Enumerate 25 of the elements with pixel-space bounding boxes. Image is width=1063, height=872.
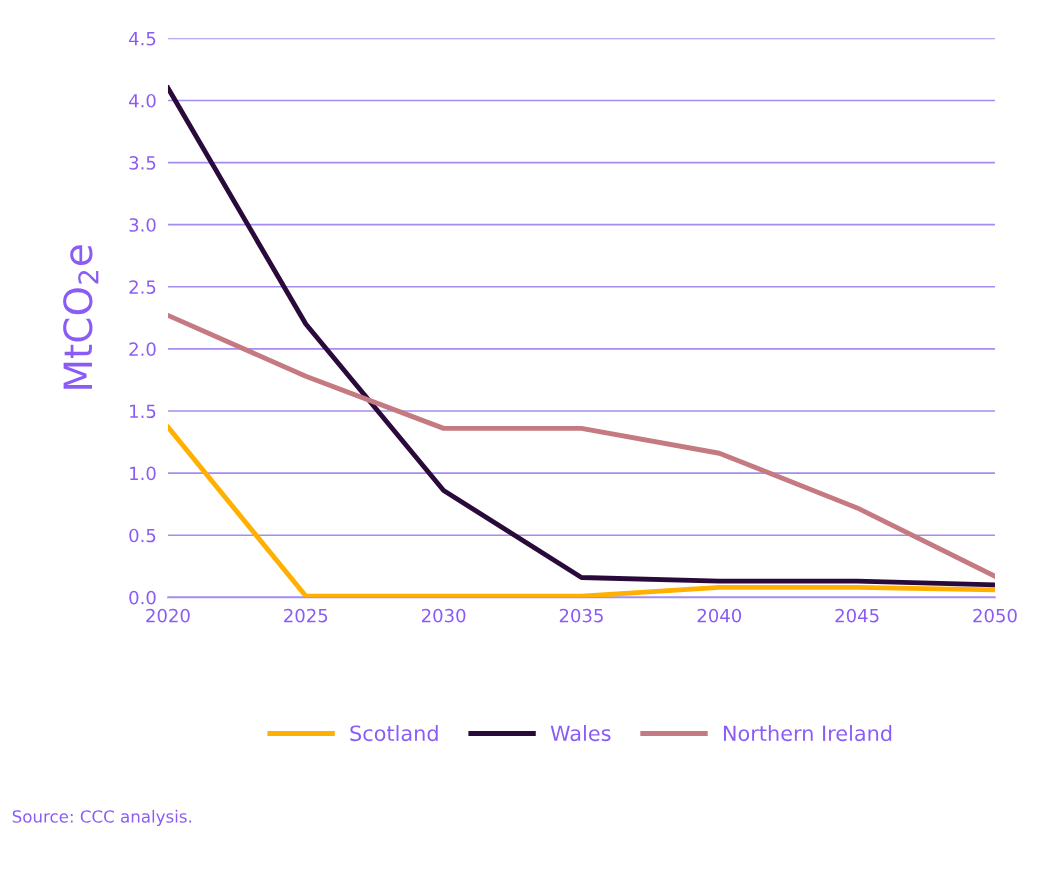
line-series	[167, 312, 995, 579]
y-tick-label: 0.0	[129, 590, 156, 605]
y-tick-label: 0.5	[129, 528, 156, 543]
x-tick-label: 2020	[146, 608, 190, 623]
y-tick-label: 1.0	[130, 466, 156, 481]
source-note: Source: CCC analysis.	[12, 809, 192, 826]
y-tick-label: 2.0	[129, 342, 156, 357]
y-tick-label: 3.5	[129, 156, 156, 170]
legend-label: Scotland	[350, 725, 438, 742]
legend-label: Northern Ireland	[723, 725, 892, 742]
x-tick-label: 2045	[835, 608, 879, 623]
y-tick-label: 2.5	[129, 280, 156, 294]
y-axis-title: MtCO$_{2}$e	[63, 245, 99, 389]
y-tick-label: 1.5	[130, 404, 156, 419]
legend-label: Wales	[550, 725, 611, 742]
y-tick-label: 4.5	[129, 32, 156, 46]
line-series	[167, 85, 995, 588]
line-series	[167, 424, 995, 598]
x-tick-label: 2040	[697, 608, 742, 623]
x-tick-label: 2050	[973, 608, 1017, 623]
y-tick-label: 3.0	[129, 218, 156, 232]
x-tick-label: 2030	[421, 608, 466, 623]
x-tick-label: 2035	[559, 608, 603, 623]
y-tick-label: 4.0	[129, 93, 156, 108]
x-tick-label: 2025	[284, 608, 328, 623]
